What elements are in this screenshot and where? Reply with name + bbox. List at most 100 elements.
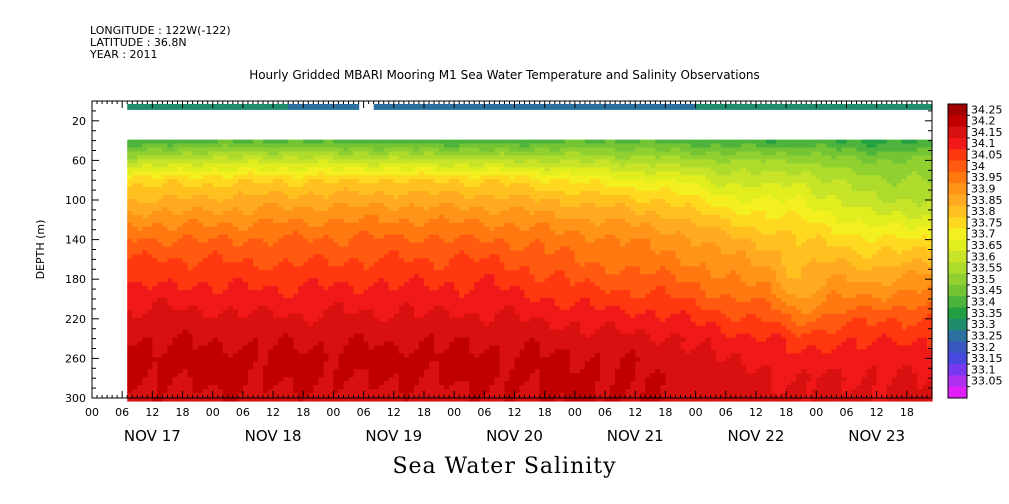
salinity-cell: [257, 361, 264, 366]
salinity-cell: [499, 317, 506, 323]
salinity-cell: [187, 381, 194, 386]
salinity-cell: [378, 171, 385, 176]
salinity-cell: [127, 373, 133, 378]
salinity-cell: [353, 175, 360, 180]
salinity-cell: [464, 195, 470, 200]
salinity-cell: [388, 171, 395, 176]
salinity-cell: [283, 199, 289, 204]
salinity-cell: [187, 202, 194, 208]
salinity-cell: [353, 337, 360, 343]
salinity-cell: [283, 242, 289, 248]
salinity-cell: [212, 325, 219, 331]
salinity-cell: [177, 254, 184, 260]
salinity-cell: [157, 167, 164, 172]
salinity-cell: [202, 246, 209, 252]
salinity-cell: [147, 171, 153, 176]
salinity-cell: [202, 290, 209, 295]
salinity-cell: [127, 191, 133, 196]
salinity-cell: [434, 218, 440, 224]
salinity-cell: [278, 230, 284, 236]
salinity-cell: [408, 278, 415, 283]
salinity-cell: [348, 139, 355, 145]
chart-title: Hourly Gridded MBARI Mooring M1 Sea Wate…: [249, 68, 760, 82]
salinity-cell: [182, 175, 189, 180]
salinity-cell: [423, 333, 430, 339]
salinity-cell: [499, 298, 506, 303]
salinity-cell: [348, 301, 355, 307]
salinity-cell: [132, 290, 138, 295]
salinity-cell: [454, 218, 460, 224]
salinity-cell: [252, 369, 259, 374]
salinity-cell: [504, 179, 511, 184]
salinity-cell: [479, 341, 485, 347]
salinity-cell: [333, 167, 340, 172]
salinity-cell: [358, 175, 365, 180]
salinity-cell: [222, 210, 229, 216]
salinity-cell: [242, 195, 249, 200]
salinity-cell: [373, 325, 380, 331]
salinity-cell: [278, 321, 284, 327]
salinity-cell: [464, 254, 470, 260]
salinity-cell: [162, 195, 169, 200]
salinity-cell: [423, 365, 430, 370]
salinity-cell: [283, 143, 289, 149]
salinity-cell: [147, 202, 153, 208]
salinity-cell: [318, 357, 324, 362]
salinity-cell: [328, 349, 335, 355]
salinity-cell: [288, 187, 294, 192]
salinity-cell: [207, 286, 214, 291]
salinity-cell: [293, 393, 299, 398]
salinity-cell: [479, 175, 485, 180]
salinity-cell: [373, 294, 380, 299]
salinity-cell: [197, 155, 204, 161]
salinity-cell: [418, 147, 425, 153]
salinity-cell: [423, 309, 430, 315]
salinity-cell: [308, 381, 314, 386]
salinity-cell: [333, 159, 340, 164]
salinity-cell: [373, 155, 380, 161]
salinity-cell: [494, 218, 501, 224]
salinity-cell: [167, 278, 174, 283]
salinity-cell: [217, 218, 224, 224]
salinity-cell: [268, 333, 274, 339]
salinity-cell: [333, 206, 340, 212]
salinity-cell: [162, 210, 169, 216]
salinity-cell: [197, 389, 204, 394]
salinity-cell: [273, 321, 279, 327]
salinity-cell: [192, 139, 199, 145]
salinity-cell: [474, 195, 480, 200]
salinity-cell: [469, 183, 475, 188]
salinity-cell: [444, 270, 450, 275]
salinity-cell: [182, 298, 189, 303]
salinity-cell: [232, 294, 239, 299]
salinity-cell: [152, 159, 158, 164]
salinity-cell: [469, 226, 475, 232]
salinity-cell: [318, 234, 324, 240]
salinity-cell: [202, 218, 209, 224]
salinity-cell: [197, 206, 204, 212]
salinity-cell: [469, 365, 475, 370]
salinity-cell: [444, 317, 450, 323]
salinity-cell: [167, 214, 174, 220]
salinity-cell: [388, 361, 395, 366]
salinity-cell: [192, 167, 199, 172]
salinity-cell: [222, 159, 229, 164]
salinity-cell: [504, 191, 511, 196]
salinity-cell: [333, 262, 340, 267]
salinity-cell: [459, 357, 465, 362]
salinity-cell: [298, 147, 304, 153]
salinity-cell: [328, 305, 335, 311]
salinity-cell: [263, 175, 269, 180]
salinity-cell: [257, 290, 264, 295]
salinity-cell: [283, 254, 289, 260]
salinity-cell: [489, 397, 495, 402]
salinity-cell: [263, 270, 269, 275]
salinity-cell: [323, 321, 330, 327]
salinity-cell: [192, 282, 199, 287]
salinity-cell: [328, 286, 335, 291]
salinity-cell: [308, 183, 314, 188]
salinity-cell: [454, 187, 460, 192]
salinity-cell: [489, 266, 495, 271]
salinity-cell: [157, 282, 164, 287]
salinity-cell: [368, 298, 375, 303]
